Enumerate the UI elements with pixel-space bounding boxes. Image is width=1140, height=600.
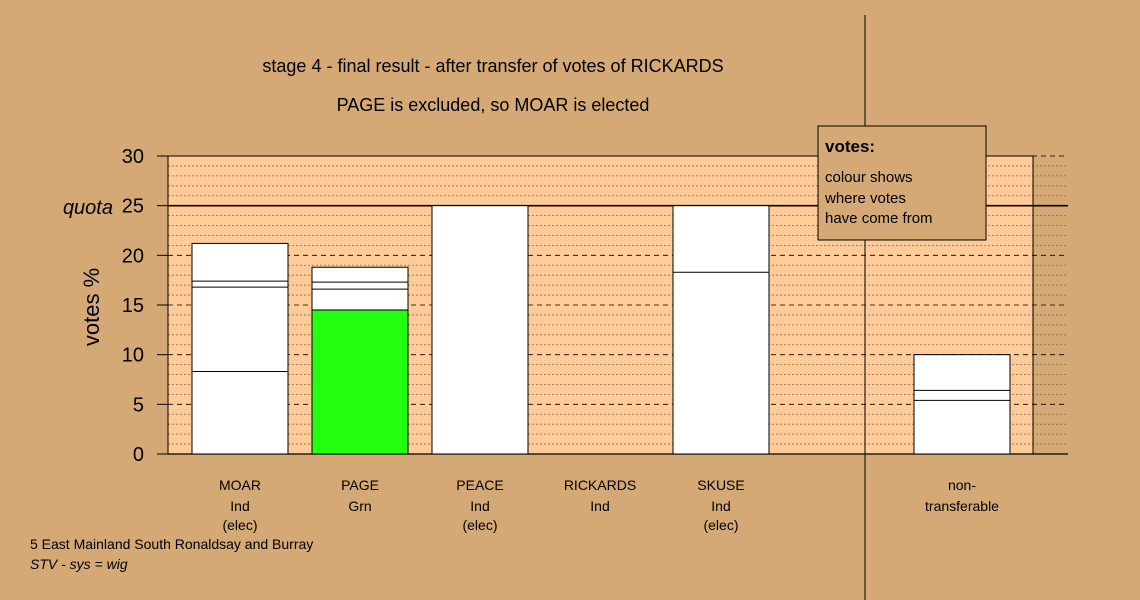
- chart-subtitle: PAGE is excluded, so MOAR is elected: [337, 95, 650, 115]
- x-label-name: SKUSE: [697, 477, 744, 493]
- bar-peace: [431, 205, 529, 455]
- x-label-nontransferable-2: transferable: [925, 498, 999, 514]
- y-tick-label: 25: [122, 196, 144, 218]
- y-tick-label: 10: [122, 345, 144, 367]
- bars-group: [191, 205, 1011, 455]
- y-tick-label: 0: [133, 444, 144, 466]
- bar-segment-own-votes: [311, 309, 409, 455]
- legend-title: votes:: [825, 137, 875, 156]
- y-tick-label: 15: [122, 295, 144, 317]
- legend: votes: colour shows where votes have com…: [817, 125, 987, 241]
- bar-nontransferable: [913, 354, 1011, 455]
- x-label-nontransferable-1: non-: [948, 477, 976, 493]
- y-axis-ticks: 0 5 10 15 20 25 30: [122, 146, 168, 466]
- x-axis-labels: MOAR Ind (elec) PAGE Grn PEACE Ind (elec) RICKAR…: [219, 477, 999, 533]
- bar-moar: [191, 242, 289, 455]
- x-label-name: RICKARDS: [564, 477, 636, 493]
- quota-label: quota: [63, 197, 113, 219]
- y-tick-label: 5: [133, 394, 144, 416]
- x-label-name: MOAR: [219, 477, 261, 493]
- footer-system: STV - sys = wig: [30, 556, 128, 572]
- legend-line-2: where votes: [824, 190, 906, 207]
- x-label-party: Ind: [230, 498, 249, 514]
- y-tick-label: 30: [122, 146, 144, 168]
- legend-line-3: have come from: [825, 210, 933, 227]
- legend-box: [817, 125, 987, 241]
- x-label-name: PEACE: [456, 477, 503, 493]
- x-label-party: Ind: [590, 498, 609, 514]
- x-label-status: (elec): [462, 517, 497, 533]
- bar-skuse: [672, 205, 770, 455]
- x-label-status: (elec): [222, 517, 257, 533]
- x-label-party: Ind: [470, 498, 489, 514]
- x-label-status: (elec): [703, 517, 738, 533]
- x-label-party: Ind: [711, 498, 730, 514]
- x-label-name: PAGE: [341, 477, 379, 493]
- footer-constituency: 5 East Mainland South Ronaldsay and Burr…: [30, 536, 313, 552]
- legend-line-1: colour shows: [825, 169, 913, 186]
- y-tick-label: 20: [122, 245, 144, 267]
- y-axis-label: votes %: [79, 268, 104, 346]
- x-label-party: Grn: [348, 498, 371, 514]
- chart-title: stage 4 - final result - after transfer …: [262, 56, 723, 76]
